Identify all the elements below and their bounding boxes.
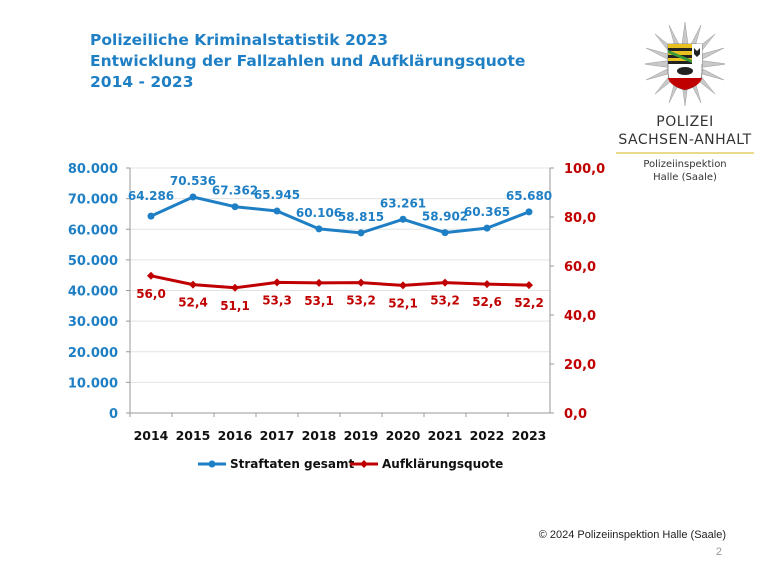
data-label: 51,1 [220,299,250,313]
logo-unit-line-1: Polizeiinspektion [643,159,727,170]
x-tick-label: 2023 [512,428,547,443]
data-label: 67.362 [212,184,258,198]
data-label: 52,1 [388,296,418,310]
page-number: 2 [715,546,722,558]
data-label: 70.536 [170,174,216,188]
legend-label: Aufklärungsquote [382,457,503,471]
data-point [147,212,155,220]
data-point [231,203,239,211]
series-line-0 [150,195,530,235]
left-tick-label: 0 [109,407,118,422]
data-label: 63.261 [380,196,426,210]
data-label: 53,1 [304,294,334,308]
data-label: 52,2 [514,296,544,310]
data-label: 52,6 [472,295,502,309]
left-tick-label: 20.000 [68,346,118,361]
police-star-badge-icon [642,21,728,107]
data-point [357,229,365,237]
legend-label: Straftaten gesamt [230,457,355,471]
x-tick-label: 2015 [176,428,211,443]
right-tick-label: 100,0 [564,162,605,177]
x-tick-label: 2021 [428,428,463,443]
left-tick-label: 40.000 [68,285,118,300]
left-tick-label: 80.000 [68,162,118,177]
data-point [189,280,197,289]
logo-unit-line-2: Halle (Saale) [653,172,717,183]
x-tick-label: 2017 [260,428,295,443]
right-tick-label: 20,0 [564,358,596,373]
data-point [315,278,323,287]
logo-org-line-1: POLIZEI [656,114,714,130]
data-point [483,280,491,289]
legend-marker [360,460,368,468]
right-tick-label: 0,0 [564,407,587,422]
data-label: 52,4 [178,296,208,310]
right-tick-label: 60,0 [564,260,596,275]
left-tick-label: 50.000 [68,254,118,269]
x-tick-label: 2022 [470,428,505,443]
data-point [273,278,281,287]
data-point [525,281,533,290]
data-label: 53,2 [346,294,376,308]
slide-title: Polizeiliche Kriminalstatistik 2023 Entw… [90,30,525,93]
title-line-3: 2014 - 2023 [90,73,194,91]
title-line-2: Entwicklung der Fallzahlen und Aufklärun… [90,52,526,70]
data-point [189,193,197,201]
data-point [273,207,281,215]
data-point [147,271,155,280]
data-label: 60.106 [296,206,342,220]
data-point [483,224,491,232]
left-tick-label: 60.000 [68,223,118,238]
right-tick-label: 80,0 [564,211,596,226]
data-label: 58.815 [338,210,384,224]
data-label: 56,0 [136,287,166,301]
data-label: 58.902 [422,210,468,224]
left-tick-label: 70.000 [68,193,118,208]
data-point [525,208,533,216]
title-line-1: Polizeiliche Kriminalstatistik 2023 [90,31,389,49]
data-label: 53,2 [430,294,460,308]
data-point [231,283,239,292]
x-tick-label: 2014 [134,428,169,443]
logo-divider [616,152,754,154]
logo-org-line-2: SACHSEN-ANHALT [618,132,752,148]
legend-marker [208,460,216,468]
data-label: 53,3 [262,293,292,307]
data-point [357,278,365,287]
x-tick-label: 2019 [344,428,379,443]
police-logo: POLIZEI SACHSEN-ANHALT Polizeiinspektion… [610,20,760,184]
data-label: 64.286 [128,189,174,203]
data-label: 65.680 [506,189,552,203]
series-line-1 [150,274,530,290]
x-tick-label: 2018 [302,428,337,443]
left-tick-label: 30.000 [68,315,118,330]
data-label: 60.365 [464,205,510,219]
data-point [399,281,407,290]
data-point [315,225,323,233]
x-tick-label: 2020 [386,428,421,443]
data-point [441,278,449,287]
left-tick-label: 10.000 [68,376,118,391]
copyright-footer: © 2024 Polizeiinspektion Halle (Saale) [538,529,726,541]
data-label: 65.945 [254,188,300,202]
x-tick-label: 2016 [218,428,253,443]
data-point [399,215,407,223]
right-tick-label: 40,0 [564,309,596,324]
data-point [441,229,449,237]
